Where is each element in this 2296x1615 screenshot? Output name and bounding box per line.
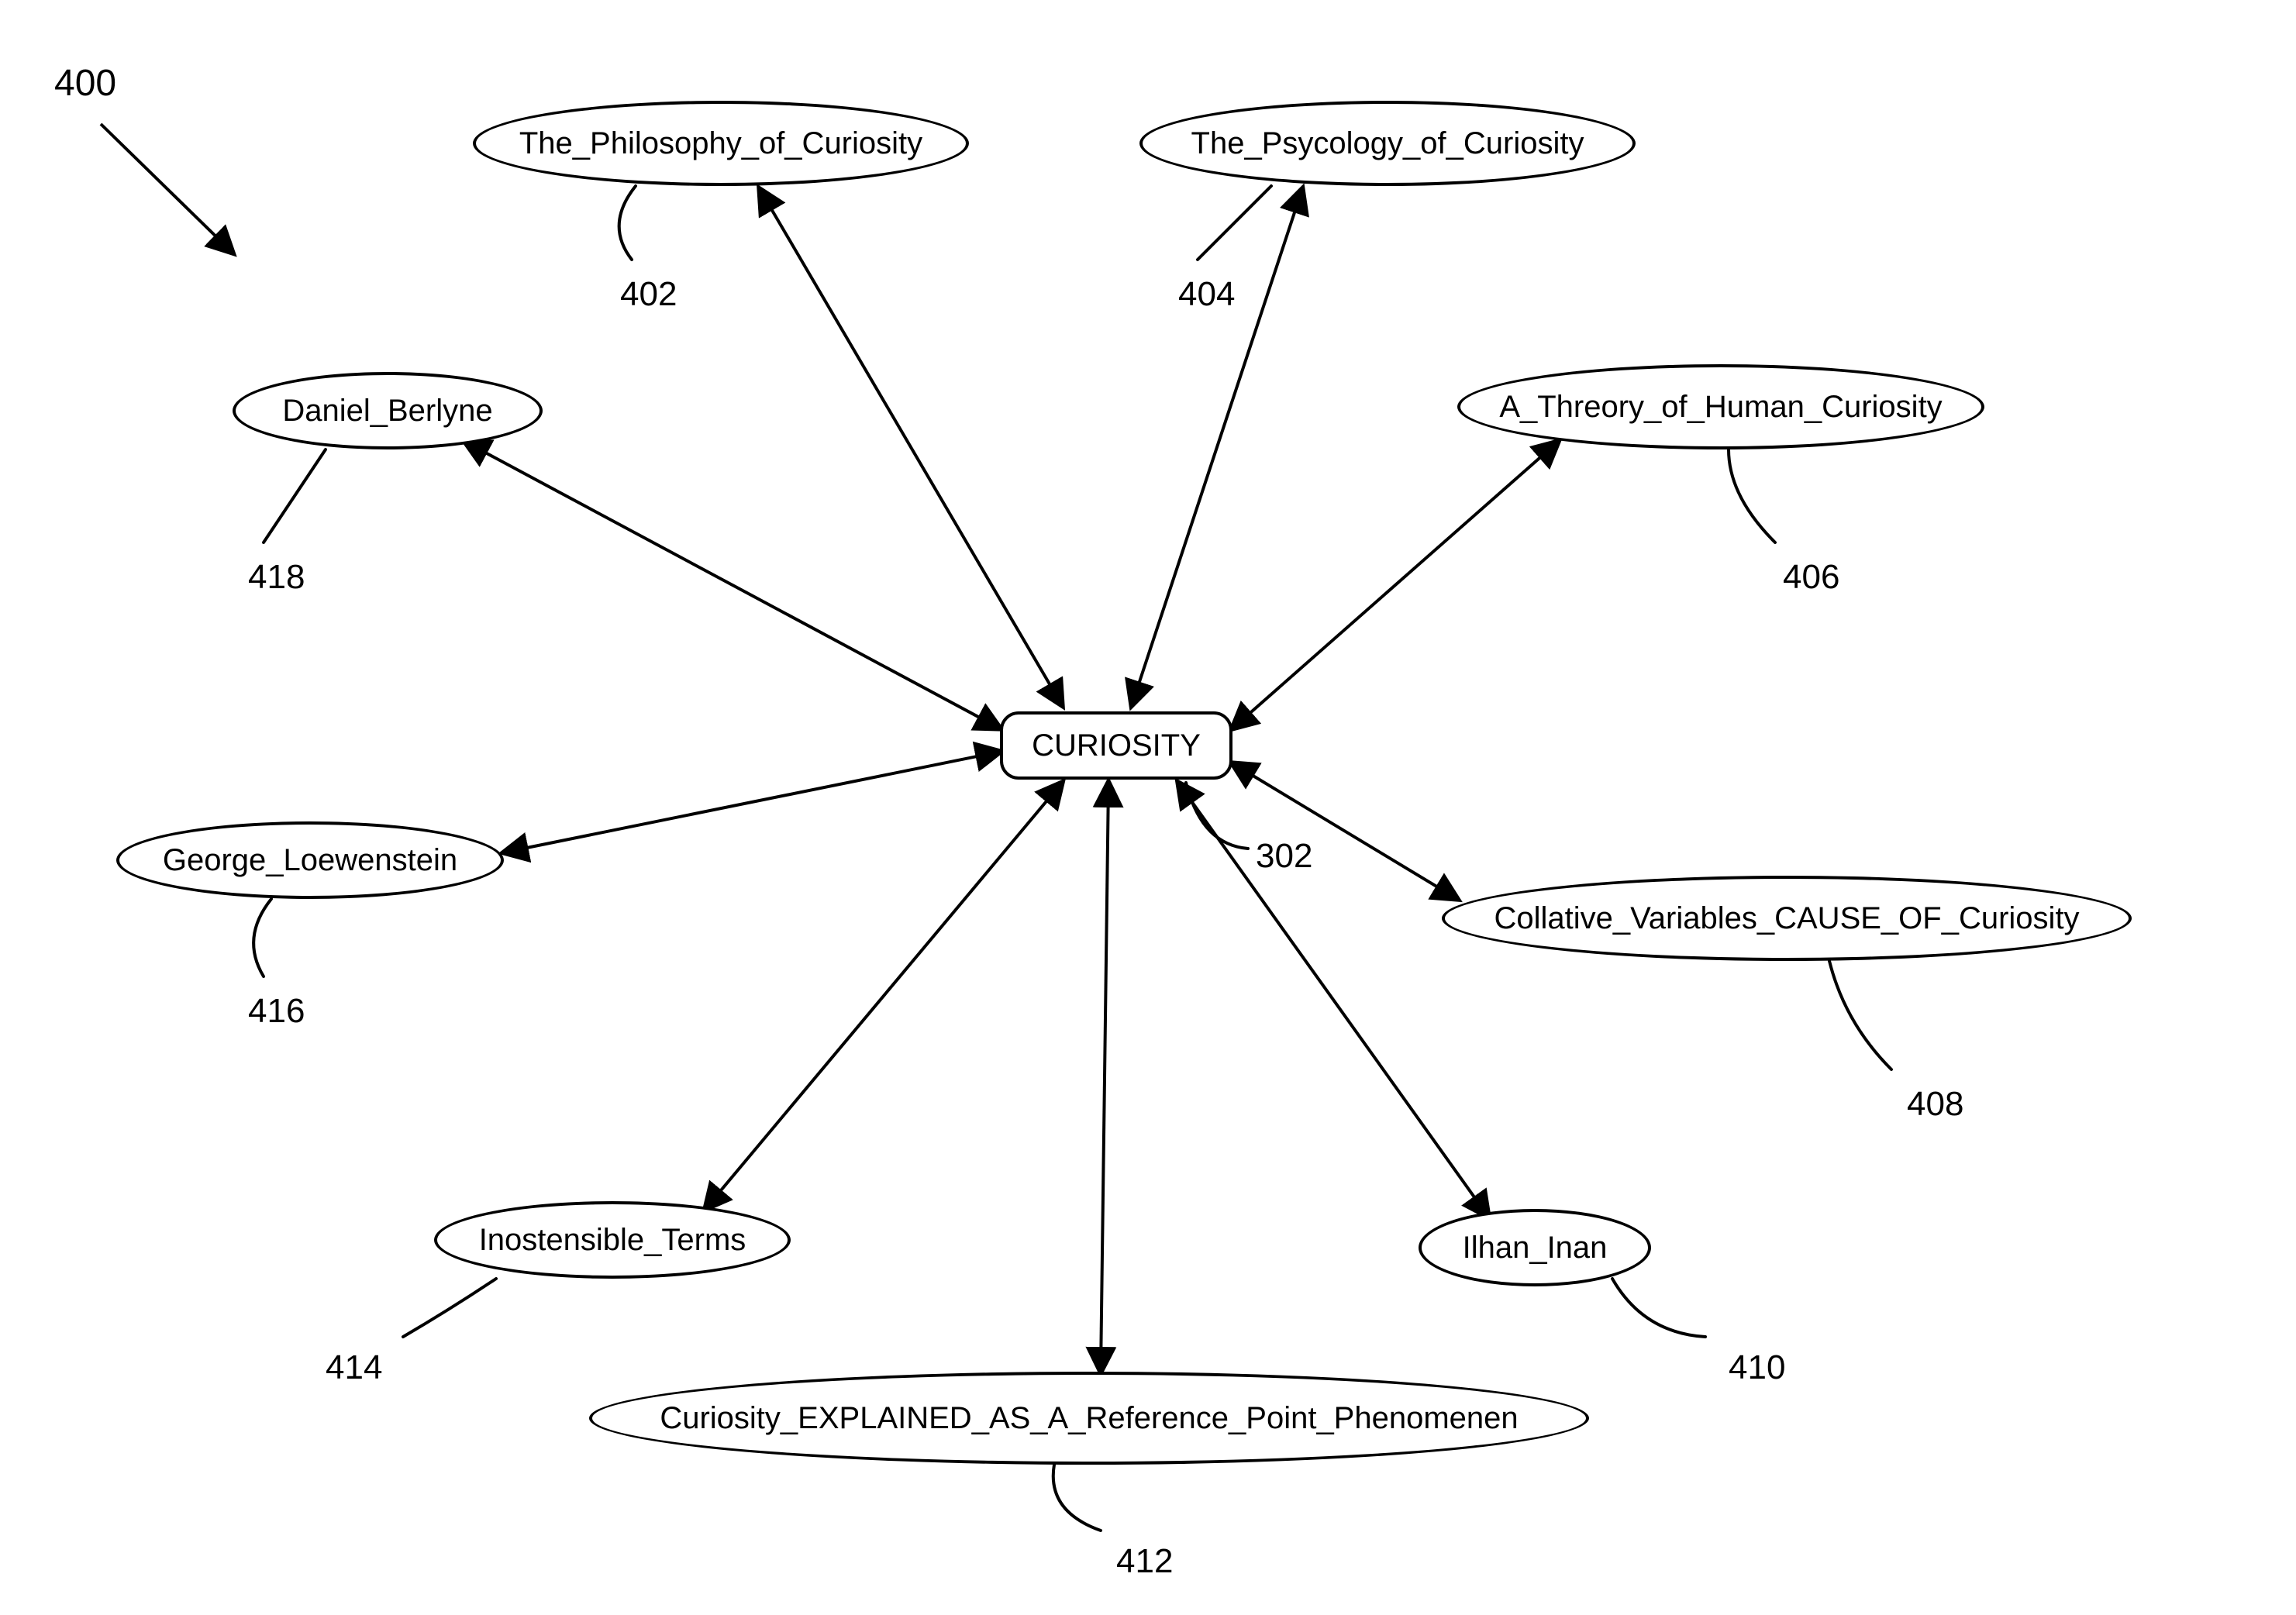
leader-line xyxy=(619,186,636,260)
ref-label-412: 412 xyxy=(1116,1542,1173,1581)
center-node-curiosity: CURIOSITY xyxy=(1000,711,1232,780)
leader-line xyxy=(1829,961,1891,1069)
diagram-stage: CURIOSITY 302 The_Philosophy_of_Curiosity 4… xyxy=(0,0,2296,1615)
leader-line xyxy=(1729,449,1775,542)
leader-line xyxy=(1612,1279,1705,1337)
node-ilhan: Ilhan_Inan xyxy=(1419,1209,1651,1286)
leader-line xyxy=(1053,1465,1101,1531)
edge xyxy=(1101,783,1108,1372)
edge xyxy=(1132,189,1302,705)
leader-line xyxy=(1186,783,1248,849)
node-loewenstein: George_Loewenstein xyxy=(116,821,504,899)
node-inostensible: Inostensible_Terms xyxy=(434,1201,791,1279)
ref-label-404: 404 xyxy=(1178,275,1235,314)
node-philosophy: The_Philosophy_of_Curiosity xyxy=(473,101,969,186)
node-label: A_Threory_of_Human_Curiosity xyxy=(1499,390,1942,425)
edge xyxy=(465,442,1000,728)
node-human_curiosity: A_Threory_of_Human_Curiosity xyxy=(1457,364,1984,449)
edge xyxy=(1178,783,1488,1217)
leader-line xyxy=(1198,186,1271,260)
node-collative: Collative_Variables_CAUSE_OF_Curiosity xyxy=(1442,876,2132,961)
indicator-arrow xyxy=(101,124,233,253)
node-label: The_Psycology_of_Curiosity xyxy=(1191,126,1584,161)
edge xyxy=(1232,763,1457,899)
edge xyxy=(504,752,1000,852)
center-node-label: CURIOSITY xyxy=(1032,728,1201,763)
ref-label-414: 414 xyxy=(326,1348,382,1387)
node-psychology: The_Psycology_of_Curiosity xyxy=(1139,101,1636,186)
node-label: Inostensible_Terms xyxy=(479,1223,746,1258)
ref-label-406: 406 xyxy=(1783,558,1839,597)
node-label: The_Philosophy_of_Curiosity xyxy=(519,126,922,161)
ref-label-400: 400 xyxy=(54,62,116,105)
ref-label-416: 416 xyxy=(248,992,305,1031)
edge xyxy=(705,783,1062,1209)
leader-line xyxy=(253,899,271,976)
node-label: Curiosity_EXPLAINED_AS_A_Reference_Point… xyxy=(660,1401,1518,1436)
ref-label-410: 410 xyxy=(1729,1348,1785,1387)
node-reference_point: Curiosity_EXPLAINED_AS_A_Reference_Point… xyxy=(589,1372,1589,1465)
ref-label-302: 302 xyxy=(1256,837,1312,876)
node-label: Collative_Variables_CAUSE_OF_Curiosity xyxy=(1494,901,2079,936)
leader-line xyxy=(264,449,326,542)
node-label: George_Loewenstein xyxy=(163,843,457,878)
node-berlyne: Daniel_Berlyne xyxy=(233,372,543,449)
ref-label-418: 418 xyxy=(248,558,305,597)
node-label: Daniel_Berlyne xyxy=(282,394,492,429)
ref-label-408: 408 xyxy=(1907,1085,1963,1124)
node-label: Ilhan_Inan xyxy=(1463,1231,1608,1265)
edge xyxy=(1232,442,1558,728)
leader-line xyxy=(403,1279,496,1337)
ref-label-402: 402 xyxy=(620,275,677,314)
edge xyxy=(760,189,1062,705)
